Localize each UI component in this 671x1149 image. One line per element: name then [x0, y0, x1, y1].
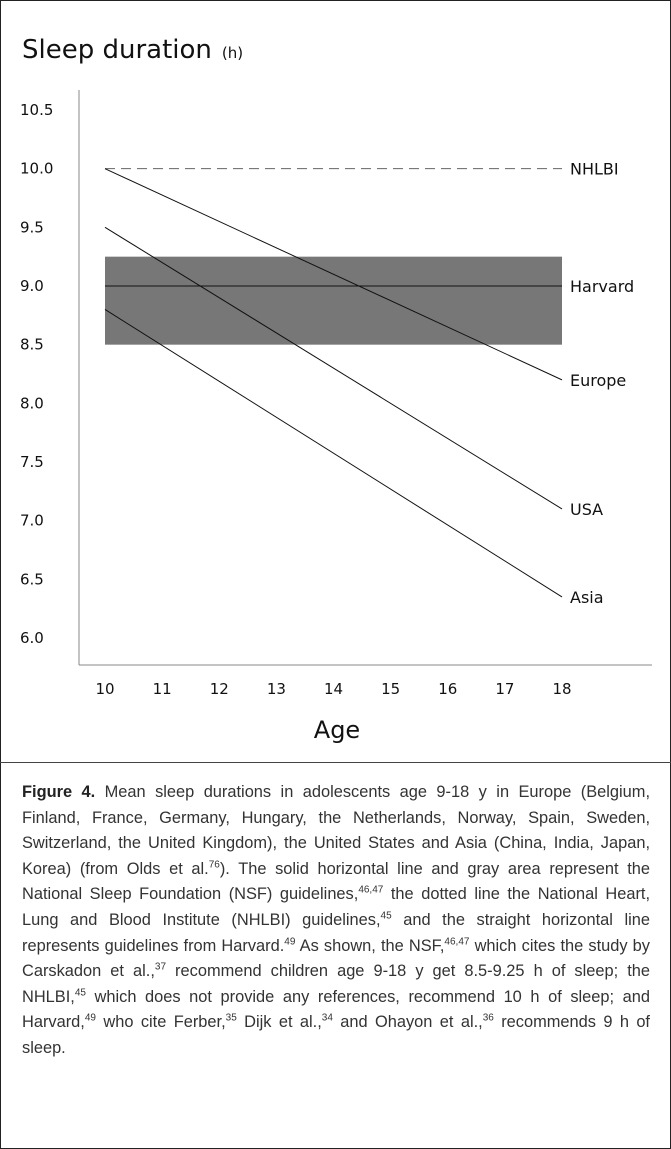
y-tick-label: 8.5: [20, 336, 44, 354]
x-tick-label: 15: [381, 680, 400, 698]
bottom-edge-tick: [0, 1128, 1, 1149]
citation-superscript: 46,47: [444, 936, 470, 948]
chart-title-text: Sleep duration: [22, 35, 212, 65]
citation-superscript: 35: [225, 1012, 237, 1024]
figure-label: Figure 4.: [22, 783, 96, 801]
citation-superscript: 46,47: [358, 884, 384, 896]
y-tick-label: 8.0: [20, 394, 44, 412]
caption-text: Mean sleep durations in adolescents age …: [22, 783, 651, 1057]
citation-superscript: 37: [154, 961, 167, 973]
series-label-harvard: Harvard: [570, 277, 634, 296]
citation-superscript: 45: [74, 987, 86, 999]
x-tick-label: 13: [267, 680, 286, 698]
series-line-europe: [104, 168, 563, 381]
x-tick-label: 18: [552, 680, 571, 698]
citation-superscript: 76: [208, 859, 220, 871]
y-tick-label: 7.5: [20, 453, 44, 471]
nsf-guideline-band: [105, 256, 562, 345]
series-label-asia: Asia: [570, 588, 604, 607]
sleep-duration-chart: Sleep duration (h) 10.5 10.0 9.5 9.0 8.5 8.0 7…: [20, 35, 652, 744]
y-tick-label: 10.5: [20, 101, 53, 119]
series-label-nhlbi: NHLBI: [570, 160, 619, 179]
citation-superscript: 49: [84, 1012, 96, 1024]
y-tick-label: 7.0: [20, 512, 44, 530]
citation-superscript: 34: [321, 1012, 333, 1024]
x-tick-label: 14: [324, 680, 343, 698]
x-tick-label: 16: [438, 680, 457, 698]
chart-title-unit: (h): [222, 44, 243, 62]
series-label-usa: USA: [570, 500, 603, 519]
y-tick-label: 6.5: [20, 570, 44, 588]
y-tick-label: 10.0: [20, 160, 53, 178]
chart-title: Sleep duration (h): [22, 35, 243, 65]
x-tick-label: 10: [95, 680, 114, 698]
figure-caption: Figure 4. Mean sleep durations in adoles…: [22, 780, 650, 1062]
y-tick-label: 6.0: [20, 629, 44, 647]
series-line-asia: [104, 309, 563, 598]
series-label-europe: Europe: [570, 371, 626, 390]
x-tick-label: 12: [210, 680, 229, 698]
citation-superscript: 36: [482, 1012, 494, 1024]
caption-separator: [0, 762, 671, 763]
y-tick-label: 9.5: [20, 218, 44, 236]
y-tick-label: 9.0: [20, 277, 44, 295]
x-tick-label: 11: [153, 680, 172, 698]
citation-superscript: 45: [380, 910, 392, 922]
x-tick-label: 17: [495, 680, 514, 698]
x-axis-label: Age: [314, 716, 360, 744]
citation-superscript: 49: [284, 936, 296, 948]
series-line-usa: [104, 226, 563, 510]
